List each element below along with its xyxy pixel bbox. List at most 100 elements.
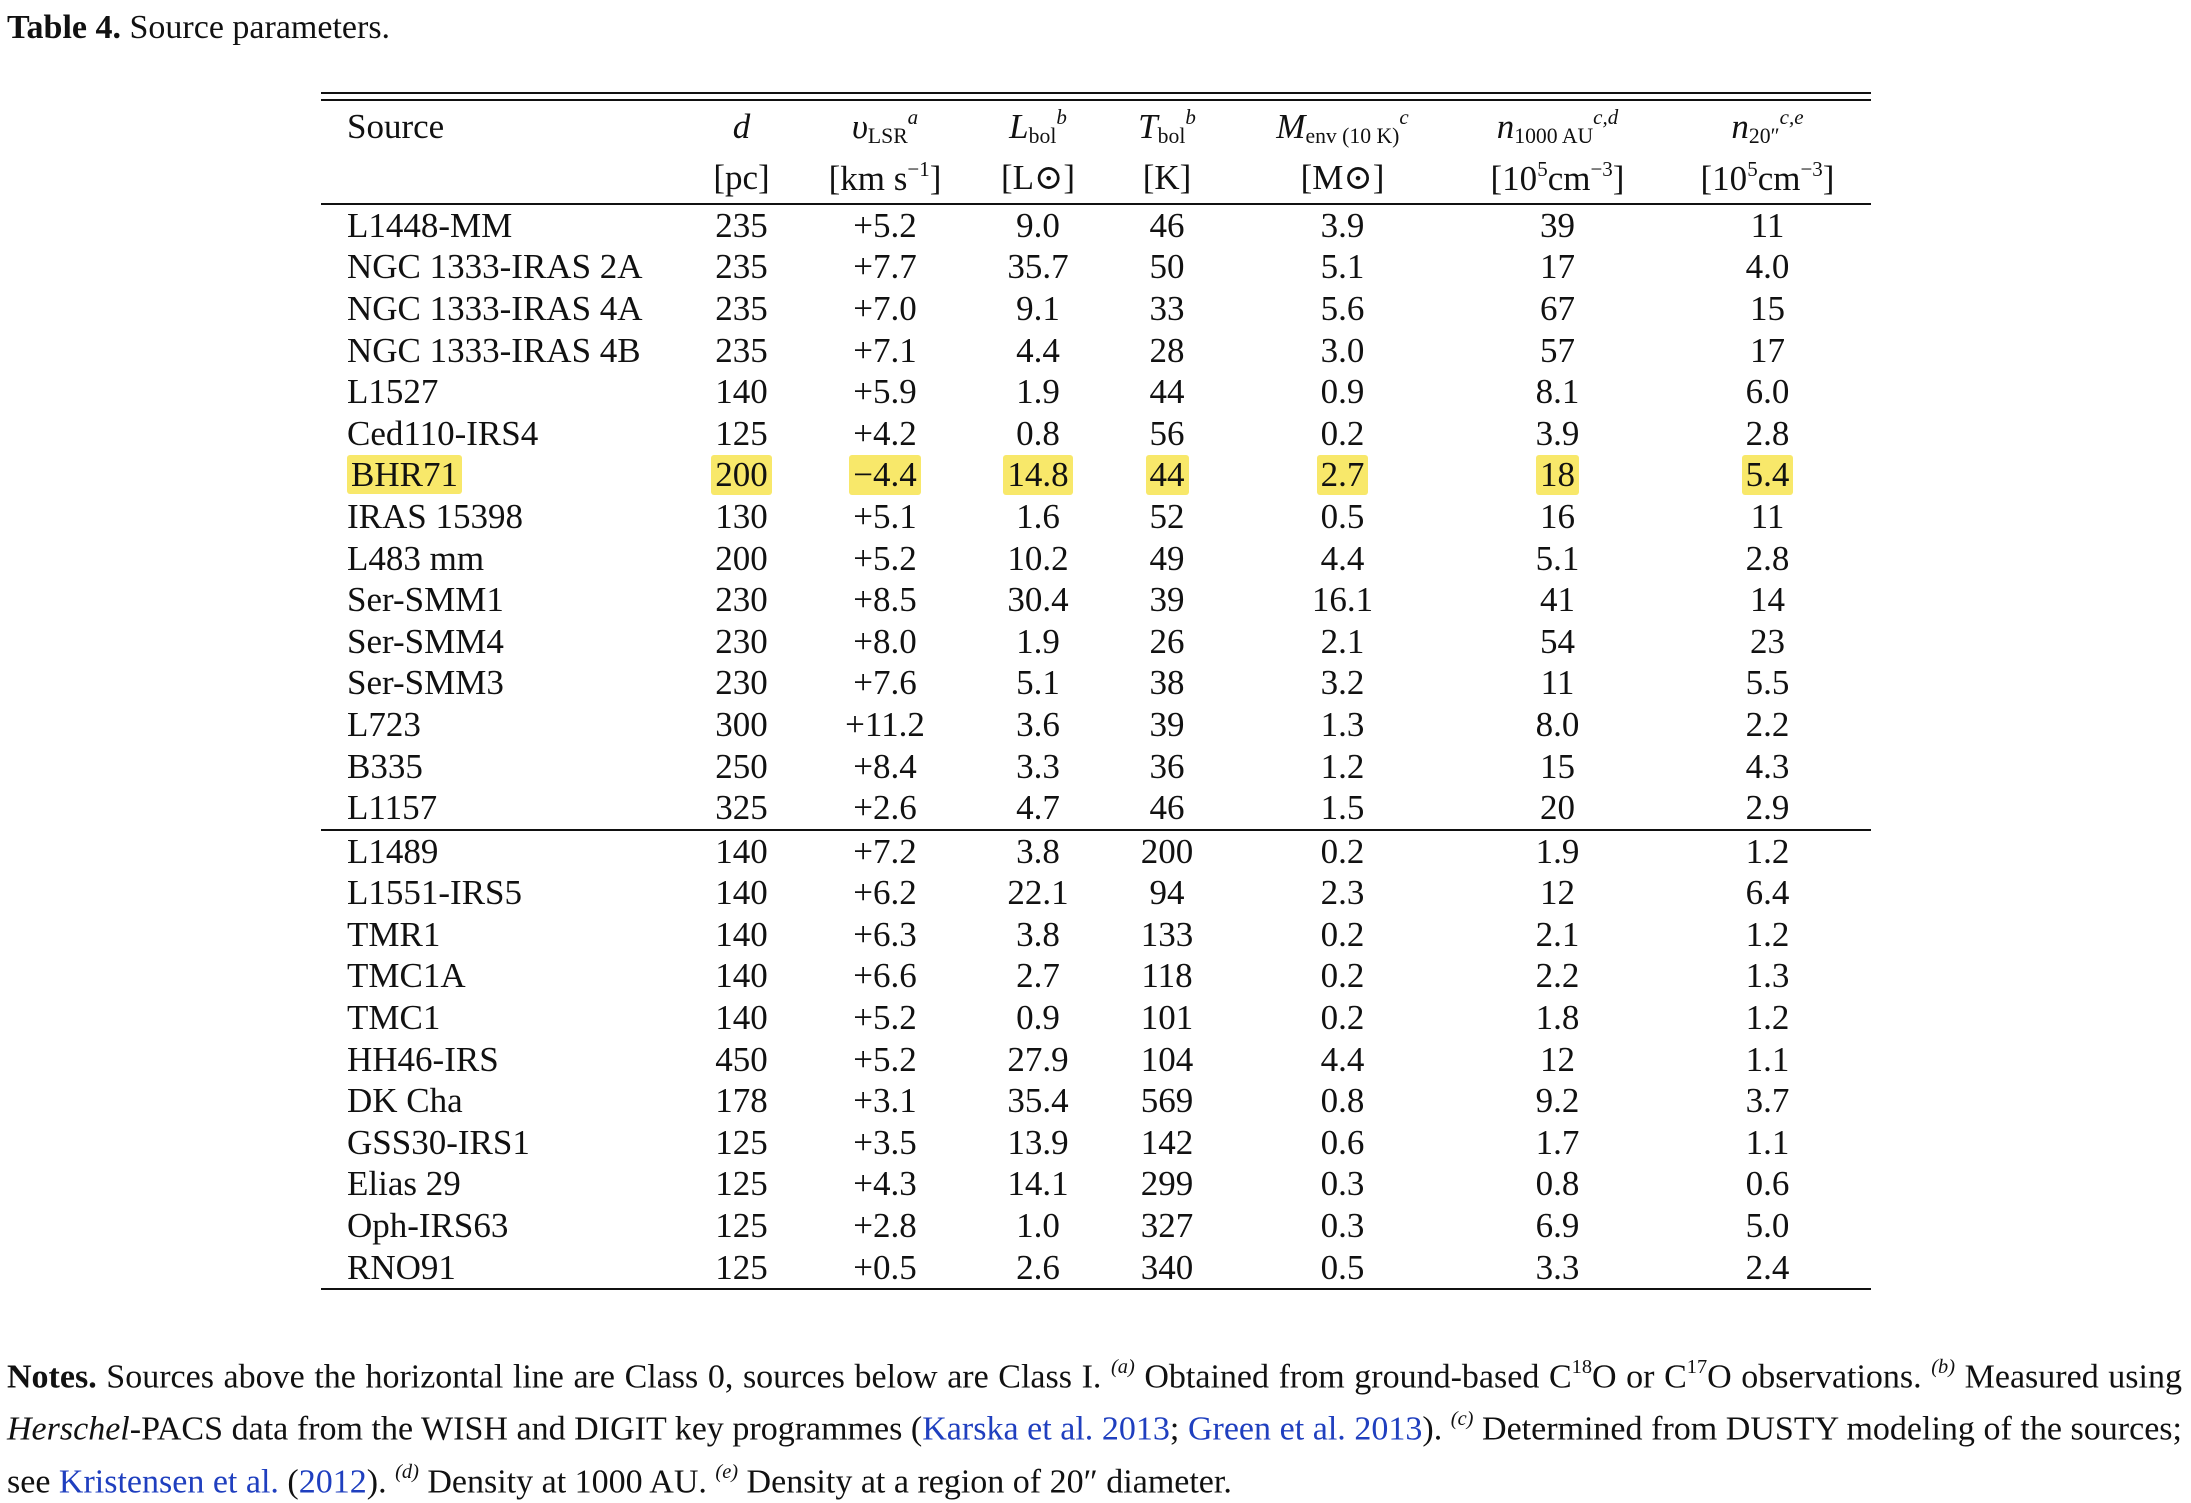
cell-vlsr: +5.2: [853, 538, 917, 578]
cell-d: 140: [715, 873, 768, 913]
cell-source: TMC1A: [347, 956, 466, 996]
cell-menv: 0.2: [1320, 914, 1365, 954]
unit-vlsr: [km s−1]: [828, 157, 942, 198]
notes-text: Measured using: [1955, 1358, 2182, 1396]
cell-vlsr: +11.2: [845, 704, 925, 744]
cell-n20: 2.4: [1745, 1247, 1790, 1287]
cell-lbol: 0.9: [1016, 998, 1060, 1038]
cell-source: L1157: [347, 788, 438, 828]
cell-source: L1551-IRS5: [347, 873, 522, 913]
table-row: GSS30-IRS1 125 +3.5 13.9 142 0.6 1.7 1.1: [321, 1122, 1871, 1164]
cell-source: Elias 29: [347, 1164, 461, 1204]
cell-menv: 2.7: [1234, 455, 1451, 496]
cell-n1000: 17: [1540, 247, 1575, 287]
header-n1000: n1000 AUc,d: [1496, 104, 1619, 149]
cell-lbol: 4.7: [1016, 788, 1060, 828]
cell-n20: 5.0: [1745, 1206, 1790, 1246]
cell-n20: 14: [1750, 580, 1785, 620]
cell-n1000: 16: [1540, 496, 1575, 536]
cell-n1000: 12: [1540, 1039, 1575, 1079]
cell-d: 200: [689, 455, 794, 496]
class1-section: L1489 140 +7.2 3.8 200 0.2 1.9 1.2 L1551-IRS5 140…: [321, 831, 1871, 1289]
cell-n1000: 39: [1540, 205, 1575, 245]
cell-n20: 2.8: [1745, 538, 1790, 578]
cell-lbol: 35.7: [1007, 247, 1069, 287]
cell-menv: 5.6: [1320, 288, 1365, 328]
table-row: TMR1 140 +6.3 3.8 133 0.2 2.1 1.2: [321, 914, 1871, 956]
header-source: Source: [347, 107, 445, 146]
citation-link-kristensen[interactable]: Kristensen et al.: [58, 1462, 279, 1500]
table-row: L1157 325 +2.6 4.7 46 1.5 20 2.9: [321, 787, 1871, 829]
cell-n20: 6.0: [1745, 372, 1790, 412]
unit-tbol: [K]: [1142, 158, 1192, 197]
herschel-text: Herschel: [7, 1410, 130, 1448]
cell-d: 125: [715, 413, 768, 453]
cell-n20: 1.3: [1745, 956, 1790, 996]
cell-n20: 1.1: [1745, 1122, 1790, 1162]
table-row: L723 300 +11.2 3.6 39 1.3 8.0 2.2: [321, 704, 1871, 746]
header-lbol: Lbolb: [1009, 104, 1067, 149]
cell-tbol: 104: [1140, 1039, 1194, 1079]
cell-vlsr: +7.6: [853, 663, 917, 703]
table-row: DK Cha 178 +3.1 35.4 569 0.8 9.2 3.7: [321, 1080, 1871, 1122]
cell-n1000: 41: [1540, 580, 1575, 620]
citation-link-green[interactable]: Green et al. 2013: [1187, 1410, 1423, 1448]
cell-lbol: 9.1: [1016, 288, 1060, 328]
cell-n20: 23: [1750, 621, 1785, 661]
cell-menv: 0.9: [1320, 372, 1365, 412]
citation-link-kristensen-year[interactable]: 2012: [298, 1462, 367, 1500]
cell-tbol: 299: [1140, 1164, 1194, 1204]
cell-n20: 2.9: [1745, 788, 1790, 828]
cell-menv: 16.1: [1311, 580, 1374, 620]
cell-n20: 6.4: [1745, 873, 1790, 913]
cell-n20: 15: [1750, 288, 1785, 328]
cell-d: 125: [715, 1247, 768, 1287]
cell-lbol: 3.8: [1016, 831, 1060, 871]
cell-lbol: 1.9: [1016, 621, 1060, 661]
header-vlsr: υLSRa: [851, 104, 919, 149]
cell-n1000: 67: [1540, 288, 1575, 328]
cell-tbol: 52: [1149, 496, 1185, 536]
cell-n20: 3.7: [1745, 1081, 1790, 1121]
cell-menv: 0.3: [1320, 1206, 1365, 1246]
table-row: TMC1 140 +5.2 0.9 101 0.2 1.8 1.2: [321, 997, 1871, 1039]
cell-vlsr: −4.4: [794, 455, 976, 496]
cell-n20: 17: [1750, 330, 1785, 370]
cell-lbol: 2.7: [1016, 956, 1060, 996]
cell-d: 200: [715, 538, 768, 578]
cell-vlsr: +0.5: [853, 1247, 917, 1287]
footnote-b-marker: (b): [1931, 1356, 1956, 1378]
cell-tbol: 340: [1140, 1247, 1194, 1287]
table-notes: Notes. Sources above the horizontal line…: [7, 1346, 2182, 1503]
cell-d: 140: [715, 372, 768, 412]
cell-n1000: 3.9: [1535, 413, 1580, 453]
cell-source: B335: [347, 746, 423, 786]
cell-vlsr: +5.2: [853, 1039, 917, 1079]
table-row: Ser-SMM1 230 +8.5 30.4 39 16.1 41 14: [321, 579, 1871, 621]
cell-d: 125: [715, 1206, 768, 1246]
header-menv: Menv (10 K)c: [1276, 104, 1409, 149]
cell-lbol: 1.6: [1016, 496, 1060, 536]
notes-text: O observations.: [1707, 1358, 1932, 1396]
cell-tbol: 46: [1149, 205, 1185, 245]
cell-menv: 0.2: [1320, 998, 1365, 1038]
cell-lbol: 0.8: [1016, 413, 1060, 453]
cell-menv: 3.2: [1320, 663, 1365, 703]
footnote-c-marker: (c): [1450, 1408, 1474, 1431]
cell-tbol: 118: [1141, 956, 1193, 996]
cell-tbol: 44: [1100, 455, 1234, 496]
cell-menv: 1.3: [1320, 704, 1365, 744]
cell-lbol: 27.9: [1007, 1039, 1069, 1079]
cell-tbol: 44: [1149, 372, 1185, 412]
cell-d: 178: [715, 1081, 768, 1121]
cell-n20: 5.5: [1745, 663, 1790, 703]
cell-d: 250: [715, 746, 768, 786]
cell-menv: 2.1: [1320, 621, 1365, 661]
cell-lbol: 1.9: [1016, 372, 1060, 412]
cell-menv: 2.3: [1320, 873, 1365, 913]
cell-n1000: 1.9: [1535, 831, 1580, 871]
cell-tbol: 39: [1149, 704, 1185, 744]
citation-link-karska[interactable]: Karska et al. 2013: [922, 1410, 1170, 1448]
cell-d: 125: [715, 1164, 768, 1204]
cell-d: 230: [715, 580, 768, 620]
